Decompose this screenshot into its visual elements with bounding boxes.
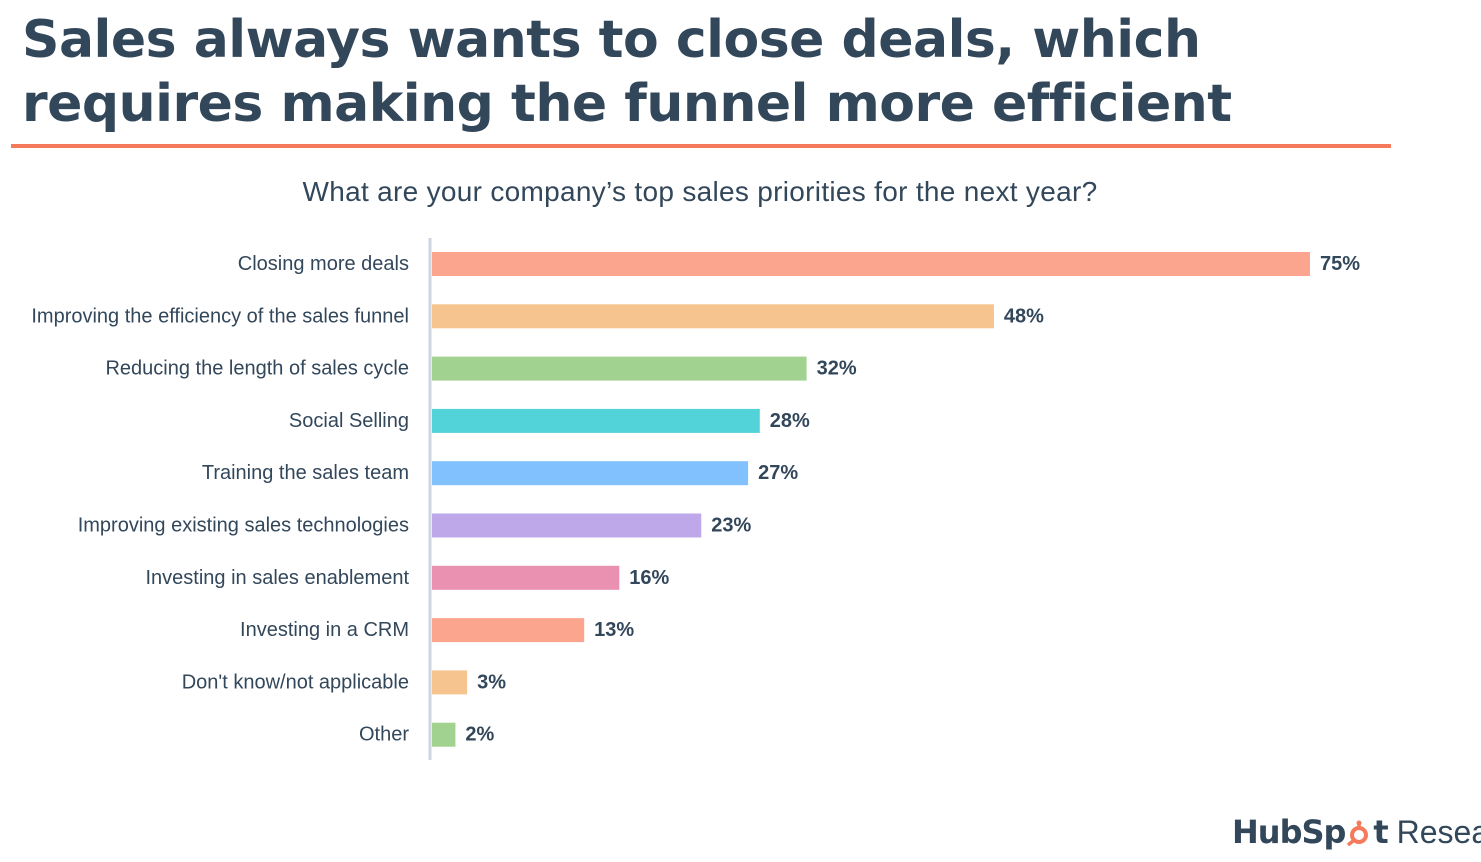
- category-label: Investing in a CRM: [240, 619, 409, 641]
- value-label: 27%: [758, 462, 798, 484]
- value-label: 13%: [594, 619, 634, 641]
- value-label: 48%: [1004, 305, 1044, 327]
- chart-marks: Closing more deals 75% Improving the effic…: [31, 252, 1360, 747]
- page-headline: Sales always wants to close deals, which…: [22, 10, 1232, 134]
- value-label: 16%: [629, 567, 669, 589]
- bar: [432, 408, 760, 433]
- brand-name-part2: t: [1373, 813, 1388, 851]
- bar: [432, 252, 1310, 276]
- headline-underline: [11, 144, 1391, 148]
- bar: [432, 722, 456, 747]
- bar: [432, 618, 585, 643]
- category-label: Reducing the length of sales cycle: [105, 358, 409, 380]
- category-label: Closing more deals: [238, 253, 409, 275]
- category-label: Improving the efficiency of the sales fu…: [31, 305, 409, 327]
- bar: [432, 513, 702, 538]
- value-label: 32%: [817, 358, 857, 380]
- value-label: 28%: [770, 410, 810, 432]
- chart-title: What are your company’s top sales priori…: [302, 176, 1098, 207]
- category-label: Social Selling: [289, 410, 409, 432]
- bar: [432, 461, 749, 486]
- value-label: 23%: [711, 515, 751, 537]
- category-label: Investing in sales enablement: [146, 567, 410, 589]
- value-label: 2%: [465, 724, 494, 746]
- category-label: Other: [359, 724, 409, 746]
- category-label: Don't know/not applicable: [182, 671, 409, 693]
- brand-name-part1: HubSp: [1232, 813, 1346, 851]
- value-label: 3%: [477, 671, 506, 693]
- bar: [432, 356, 807, 381]
- bar: [432, 565, 620, 590]
- bar: [432, 304, 994, 329]
- category-label: Improving existing sales technologies: [78, 515, 409, 537]
- brand-suffix: Research: [1396, 814, 1481, 850]
- category-label: Training the sales team: [202, 462, 409, 484]
- hubspot-research-logo: HubSp t Research: [1232, 812, 1481, 852]
- value-label: 75%: [1320, 253, 1360, 275]
- bar: [432, 670, 468, 695]
- sprocket-icon: [1347, 820, 1369, 846]
- bar-chart: Closing more deals 75% Improving the effic…: [31, 238, 1360, 760]
